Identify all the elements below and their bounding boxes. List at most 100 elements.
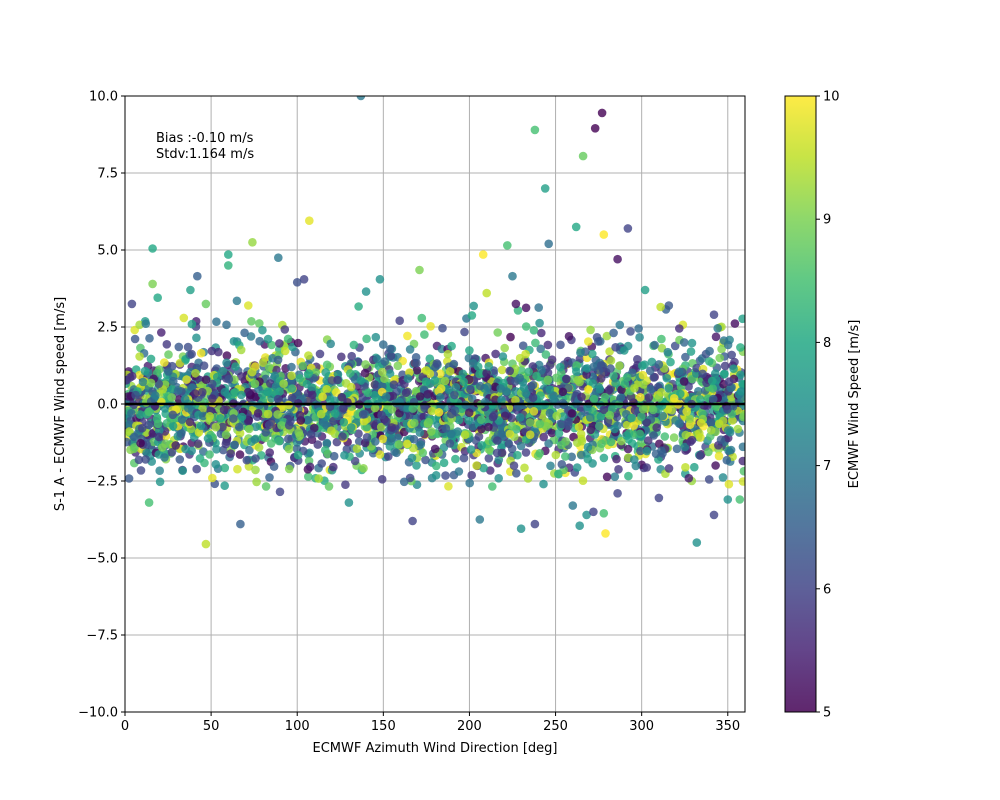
scatter-point <box>370 403 380 413</box>
scatter-point <box>610 472 620 482</box>
scatter-point <box>582 364 592 373</box>
scatter-point <box>459 377 469 387</box>
scatter-point <box>220 463 230 473</box>
scatter-point <box>635 333 644 342</box>
scatter-point <box>454 415 464 425</box>
scatter-point <box>205 412 214 421</box>
scatter-point <box>190 389 200 398</box>
scatter-point <box>186 285 195 295</box>
scatter-point <box>412 461 421 470</box>
scatter-point <box>645 366 655 376</box>
scatter-point <box>532 371 541 381</box>
scatter-point <box>584 385 593 394</box>
scatter-point <box>576 429 586 439</box>
y-tick-label: −5.0 <box>86 552 118 567</box>
scatter-point <box>509 461 519 471</box>
scatter-point <box>716 435 726 445</box>
scatter-point <box>399 477 409 487</box>
scatter-point <box>464 416 473 425</box>
scatter-point <box>292 278 302 287</box>
scatter-point <box>125 437 131 447</box>
scatter-point <box>515 353 525 363</box>
scatter-point <box>612 454 621 464</box>
scatter-point <box>136 438 145 448</box>
scatter-point <box>155 466 164 476</box>
scatter-point <box>521 448 531 457</box>
scatter-point <box>447 341 456 351</box>
scatter-point <box>314 474 324 483</box>
scatter-point <box>739 412 745 422</box>
scatter-point <box>606 364 615 373</box>
scatter-point <box>646 384 656 394</box>
scatter-point <box>465 346 474 355</box>
scatter-point <box>362 433 372 442</box>
scatter-point <box>321 368 331 377</box>
scatter-point <box>401 388 411 398</box>
scatter-point <box>543 340 553 350</box>
scatter-point <box>299 275 309 284</box>
scatter-point <box>167 448 177 457</box>
scatter-point <box>273 394 283 404</box>
scatter-point <box>681 463 690 472</box>
scatter-point <box>233 464 242 474</box>
scatter-point <box>127 299 137 309</box>
scatter-point <box>284 434 293 444</box>
scatter-point <box>432 461 441 471</box>
scatter-point <box>247 367 257 377</box>
scatter-point <box>363 388 373 398</box>
scatter-point <box>451 454 460 464</box>
scatter-point <box>185 417 195 427</box>
y-tick-label: 2.5 <box>97 321 118 336</box>
scatter-point <box>736 343 745 352</box>
scatter-point <box>142 448 151 458</box>
scatter-point <box>216 414 225 423</box>
scatter-point <box>237 390 246 400</box>
scatter-point <box>264 420 274 430</box>
scatter-point <box>421 455 430 465</box>
scatter-point <box>573 375 583 385</box>
x-tick-label: 350 <box>715 719 740 734</box>
scatter-point <box>208 394 217 403</box>
scatter-point <box>537 366 546 375</box>
scatter-point <box>657 401 667 410</box>
scatter-point <box>361 360 370 369</box>
scatter-point <box>445 439 455 448</box>
scatter-point <box>386 344 395 354</box>
scatter-point <box>711 369 720 378</box>
scatter-point <box>546 461 555 471</box>
scatter-point <box>658 449 667 458</box>
scatter-point <box>219 405 229 415</box>
scatter-point <box>687 338 697 348</box>
x-tick-label: 50 <box>203 719 220 734</box>
scatter-point <box>144 420 153 430</box>
scatter-point <box>597 108 607 118</box>
scatter-point <box>415 392 425 401</box>
scatter-point <box>545 408 555 418</box>
colorbar-tick-label: 5 <box>823 706 831 721</box>
scatter-point <box>679 377 689 386</box>
x-tick-label: 200 <box>457 719 482 734</box>
scatter-point <box>680 442 690 452</box>
scatter-point <box>358 410 368 419</box>
scatter-point <box>545 385 554 394</box>
scatter-point <box>708 394 718 404</box>
x-axis-label: ECMWF Azimuth Wind Direction [deg] <box>313 741 558 756</box>
scatter-point <box>444 482 453 491</box>
scatter-point <box>604 386 614 395</box>
scatter-point <box>158 443 167 452</box>
scatter-point <box>410 418 419 428</box>
scatter-point <box>341 480 350 490</box>
scatter-point <box>686 347 696 356</box>
scatter-point <box>735 495 745 504</box>
scatter-point <box>658 411 668 421</box>
scatter-point <box>361 287 371 296</box>
scatter-point <box>208 473 217 483</box>
scatter-point <box>418 448 428 458</box>
scatter-point <box>322 360 332 370</box>
scatter-point <box>469 359 478 368</box>
scatter-point <box>724 446 733 456</box>
scatter-point <box>277 421 286 430</box>
scatter-point <box>692 538 702 547</box>
colorbar-tick-label: 9 <box>823 213 831 228</box>
scatter-point <box>640 285 650 295</box>
